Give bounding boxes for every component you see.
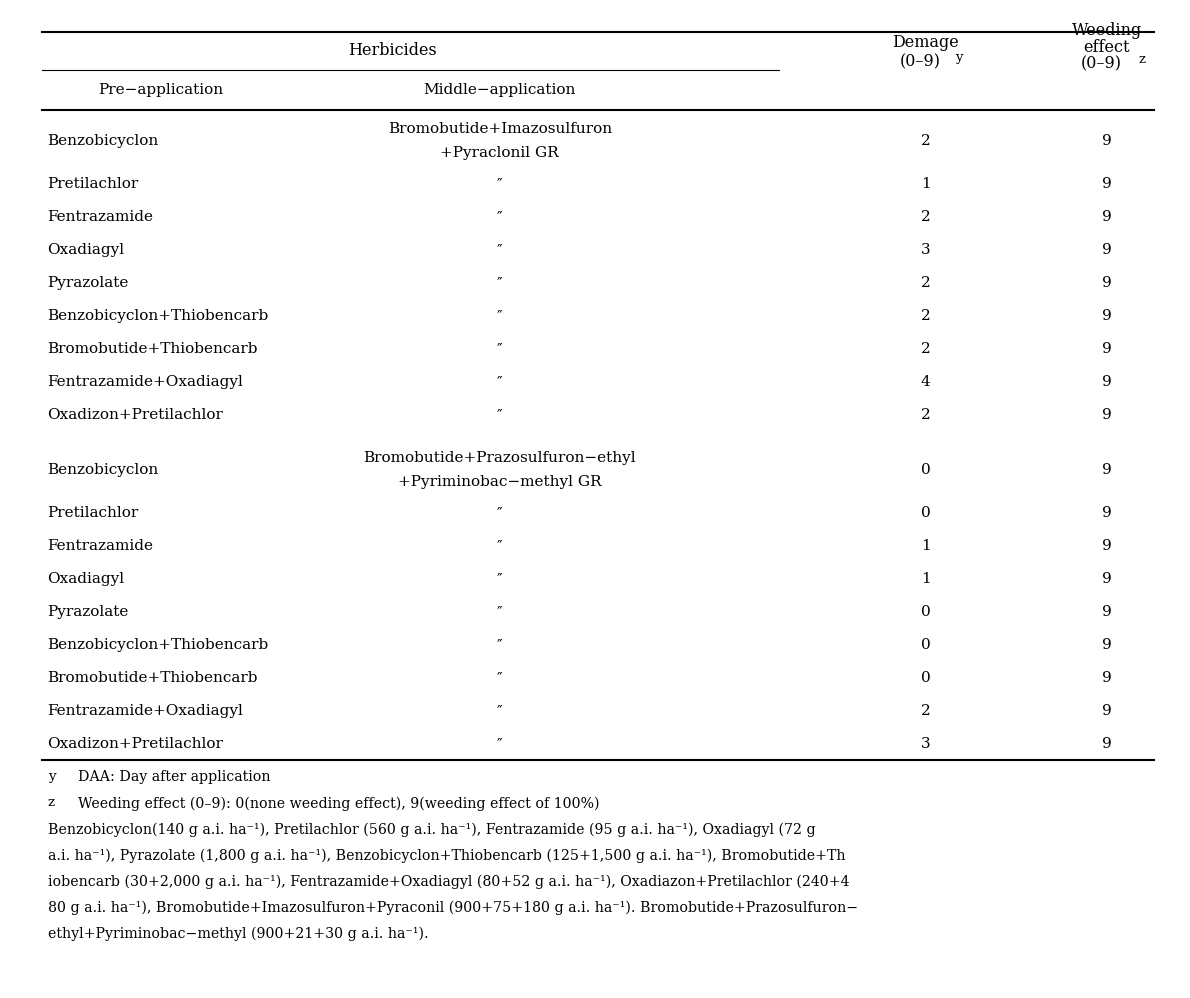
Text: y: y <box>956 51 963 64</box>
Text: Pretilachlor: Pretilachlor <box>48 177 139 192</box>
Text: Middle−application: Middle−application <box>424 83 576 97</box>
Text: Oxadizon+Pretilachlor: Oxadizon+Pretilachlor <box>48 407 224 422</box>
Text: +Pyraclonil GR: +Pyraclonil GR <box>440 146 559 160</box>
Text: Pyrazolate: Pyrazolate <box>48 605 129 620</box>
Text: ethyl+Pyriminobac−methyl (900+21+30 g a.i. ha⁻¹).: ethyl+Pyriminobac−methyl (900+21+30 g a.… <box>48 926 428 940</box>
Text: 0: 0 <box>921 506 931 521</box>
Text: 2: 2 <box>921 407 931 422</box>
Text: ″: ″ <box>497 275 502 290</box>
Text: Herbicides: Herbicides <box>349 42 437 60</box>
Text: 9: 9 <box>1102 374 1111 389</box>
Text: ″: ″ <box>497 308 502 323</box>
Text: Oxadiagyl: Oxadiagyl <box>48 572 125 587</box>
Text: Benzobicyclon(140 g a.i. ha⁻¹), Pretilachlor (560 g a.i. ha⁻¹), Fentrazamide (95: Benzobicyclon(140 g a.i. ha⁻¹), Pretilac… <box>48 822 815 836</box>
Text: ″: ″ <box>497 605 502 620</box>
Text: Benzobicyclon+Thiobencarb: Benzobicyclon+Thiobencarb <box>48 308 269 323</box>
Text: 2: 2 <box>921 704 931 719</box>
Text: ″: ″ <box>497 506 502 521</box>
Text: Oxadiagyl: Oxadiagyl <box>48 243 125 257</box>
Text: ″: ″ <box>497 572 502 587</box>
Text: 9: 9 <box>1102 275 1111 290</box>
Text: Fentrazamide: Fentrazamide <box>48 210 154 225</box>
Text: 9: 9 <box>1102 243 1111 257</box>
Text: Bromobutide+Thiobencarb: Bromobutide+Thiobencarb <box>48 671 258 686</box>
Text: a.i. ha⁻¹), Pyrazolate (1,800 g a.i. ha⁻¹), Benzobicyclon+Thiobencarb (125+1,500: a.i. ha⁻¹), Pyrazolate (1,800 g a.i. ha⁻… <box>48 848 845 862</box>
Text: ″: ″ <box>497 539 502 554</box>
Text: 9: 9 <box>1102 308 1111 323</box>
Text: Fentrazamide+Oxadiagyl: Fentrazamide+Oxadiagyl <box>48 704 244 719</box>
Text: (0–9): (0–9) <box>1081 56 1121 73</box>
Text: Bromobutide+Imazosulfuron: Bromobutide+Imazosulfuron <box>388 122 612 136</box>
Text: ″: ″ <box>497 638 502 653</box>
Text: 9: 9 <box>1102 407 1111 422</box>
Text: ″: ″ <box>497 341 502 356</box>
Text: 9: 9 <box>1102 341 1111 356</box>
Text: ″: ″ <box>497 671 502 686</box>
Text: 2: 2 <box>921 210 931 225</box>
Text: 9: 9 <box>1102 539 1111 554</box>
Text: 9: 9 <box>1102 463 1111 477</box>
Text: (0–9): (0–9) <box>900 54 940 71</box>
Text: 0: 0 <box>921 605 931 620</box>
Text: 2: 2 <box>921 341 931 356</box>
Text: ″: ″ <box>497 407 502 422</box>
Text: Benzobicyclon+Thiobencarb: Benzobicyclon+Thiobencarb <box>48 638 269 653</box>
Text: 9: 9 <box>1102 704 1111 719</box>
Text: ″: ″ <box>497 374 502 389</box>
Text: 0: 0 <box>921 671 931 686</box>
Text: Pyrazolate: Pyrazolate <box>48 275 129 290</box>
Text: Pre−application: Pre−application <box>98 83 224 97</box>
Text: z: z <box>1139 53 1146 66</box>
Text: 9: 9 <box>1102 177 1111 192</box>
Text: Fentrazamide: Fentrazamide <box>48 539 154 554</box>
Text: Bromobutide+Thiobencarb: Bromobutide+Thiobencarb <box>48 341 258 356</box>
Text: 3: 3 <box>921 243 931 257</box>
Text: 9: 9 <box>1102 134 1111 148</box>
Text: Weeding: Weeding <box>1071 22 1142 39</box>
Text: Benzobicyclon: Benzobicyclon <box>48 463 158 477</box>
Text: 1: 1 <box>921 539 931 554</box>
Text: 9: 9 <box>1102 210 1111 225</box>
Text: ″: ″ <box>497 210 502 225</box>
Text: 9: 9 <box>1102 737 1111 751</box>
Text: 4: 4 <box>921 374 931 389</box>
Text: 9: 9 <box>1102 638 1111 653</box>
Text: 2: 2 <box>921 134 931 148</box>
Text: iobencarb (30+2,000 g a.i. ha⁻¹), Fentrazamide+Oxadiagyl (80+52 g a.i. ha⁻¹), Ox: iobencarb (30+2,000 g a.i. ha⁻¹), Fentra… <box>48 874 850 888</box>
Text: 0: 0 <box>921 463 931 477</box>
Text: 2: 2 <box>921 308 931 323</box>
Text: 9: 9 <box>1102 506 1111 521</box>
Text: 2: 2 <box>921 275 931 290</box>
Text: 9: 9 <box>1102 605 1111 620</box>
Text: Benzobicyclon: Benzobicyclon <box>48 134 158 148</box>
Text: Weeding effect (0–9): 0(none weeding effect), 9(weeding effect of 100%): Weeding effect (0–9): 0(none weeding eff… <box>69 796 600 810</box>
Text: ″: ″ <box>497 704 502 719</box>
Text: Demage: Demage <box>892 34 959 51</box>
Text: 1: 1 <box>921 177 931 192</box>
Text: ″: ″ <box>497 177 502 192</box>
Text: ″: ″ <box>497 243 502 257</box>
Text: Fentrazamide+Oxadiagyl: Fentrazamide+Oxadiagyl <box>48 374 244 389</box>
Text: 0: 0 <box>921 638 931 653</box>
Text: DAA: Day after application: DAA: Day after application <box>69 770 270 784</box>
Text: Pretilachlor: Pretilachlor <box>48 506 139 521</box>
Text: ″: ″ <box>497 737 502 751</box>
Text: y: y <box>48 770 55 783</box>
Text: Bromobutide+Prazosulfuron−ethyl: Bromobutide+Prazosulfuron−ethyl <box>363 451 637 465</box>
Text: Oxadizon+Pretilachlor: Oxadizon+Pretilachlor <box>48 737 224 751</box>
Text: +Pyriminobac−methyl GR: +Pyriminobac−methyl GR <box>397 475 602 489</box>
Text: 9: 9 <box>1102 572 1111 587</box>
Text: 9: 9 <box>1102 671 1111 686</box>
Text: 1: 1 <box>921 572 931 587</box>
Text: 3: 3 <box>921 737 931 751</box>
Text: z: z <box>48 796 55 809</box>
Text: effect: effect <box>1083 39 1130 56</box>
Text: 80 g a.i. ha⁻¹), Bromobutide+Imazosulfuron+Pyraconil (900+75+180 g a.i. ha⁻¹). B: 80 g a.i. ha⁻¹), Bromobutide+Imazosulfur… <box>48 900 858 914</box>
